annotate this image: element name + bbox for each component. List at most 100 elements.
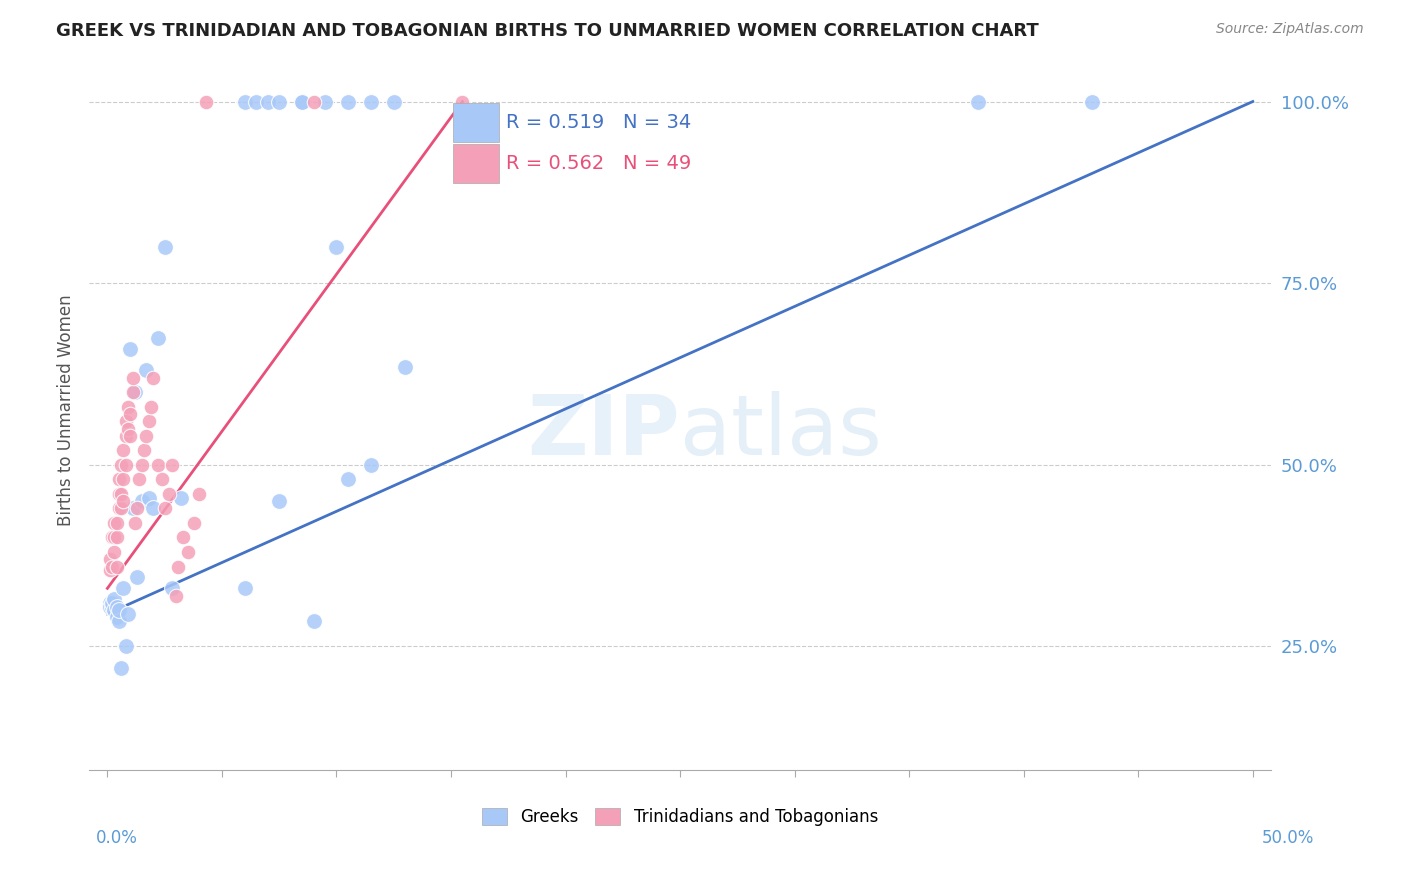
Point: [302, 614, 325, 628]
Point: [108, 487, 131, 501]
Text: Source: ZipAtlas.com: Source: ZipAtlas.com: [1216, 22, 1364, 37]
FancyBboxPatch shape: [453, 103, 499, 142]
Point: [105, 516, 128, 530]
Point: [105, 559, 128, 574]
Point: [132, 443, 155, 458]
Point: [451, 95, 474, 109]
Point: [131, 494, 153, 508]
Point: [160, 582, 183, 596]
Point: [105, 610, 128, 624]
Point: [291, 95, 314, 109]
Point: [153, 240, 176, 254]
Point: [360, 458, 382, 472]
Point: [135, 363, 157, 377]
Point: [114, 640, 136, 654]
Point: [112, 582, 135, 596]
Point: [142, 370, 165, 384]
Point: [110, 661, 132, 675]
Point: [183, 516, 205, 530]
Point: [120, 407, 142, 421]
Point: [112, 472, 135, 486]
Point: [101, 559, 124, 574]
Point: [153, 501, 176, 516]
Point: [131, 458, 153, 472]
Point: [101, 599, 124, 614]
FancyBboxPatch shape: [453, 145, 499, 183]
Point: [167, 559, 190, 574]
Text: ZIP: ZIP: [527, 392, 681, 473]
Legend: Greeks, Trinidadians and Tobagonians: Greeks, Trinidadians and Tobagonians: [482, 808, 879, 826]
Point: [110, 487, 132, 501]
Point: [103, 592, 125, 607]
Point: [139, 400, 162, 414]
Point: [160, 458, 183, 472]
Point: [314, 95, 336, 109]
Point: [112, 443, 135, 458]
Point: [117, 400, 139, 414]
Point: [245, 95, 267, 109]
Point: [120, 342, 142, 356]
Text: 0.0%: 0.0%: [96, 829, 138, 847]
Point: [233, 582, 256, 596]
Point: [114, 414, 136, 428]
Point: [128, 472, 150, 486]
Text: R = 0.519   N = 34: R = 0.519 N = 34: [506, 113, 692, 132]
Point: [108, 501, 131, 516]
Point: [103, 531, 125, 545]
Point: [121, 501, 143, 516]
Point: [291, 95, 314, 109]
Point: [269, 494, 291, 508]
Point: [103, 516, 125, 530]
Point: [146, 458, 169, 472]
Point: [103, 545, 125, 559]
Point: [150, 472, 173, 486]
Point: [98, 596, 121, 610]
Point: [188, 487, 211, 501]
Point: [98, 563, 121, 577]
Point: [336, 472, 359, 486]
Point: [360, 95, 382, 109]
Point: [98, 552, 121, 566]
Point: [114, 429, 136, 443]
Point: [302, 95, 325, 109]
Point: [124, 385, 146, 400]
Point: [194, 95, 217, 109]
Point: [967, 95, 990, 109]
Point: [336, 95, 359, 109]
Point: [108, 614, 131, 628]
Point: [142, 501, 165, 516]
Point: [170, 491, 193, 505]
Point: [117, 421, 139, 435]
Point: [157, 487, 180, 501]
Point: [127, 501, 149, 516]
Point: [103, 603, 125, 617]
Point: [110, 458, 132, 472]
Point: [233, 95, 256, 109]
Point: [114, 458, 136, 472]
Point: [121, 370, 143, 384]
Point: [117, 607, 139, 621]
Y-axis label: Births to Unmarried Women: Births to Unmarried Women: [58, 294, 75, 526]
Point: [120, 429, 142, 443]
Point: [138, 491, 160, 505]
Point: [124, 516, 146, 530]
Text: 50.0%: 50.0%: [1263, 829, 1315, 847]
Point: [172, 531, 194, 545]
Point: [382, 95, 405, 109]
Point: [256, 95, 278, 109]
Point: [101, 531, 124, 545]
Point: [110, 501, 132, 516]
Point: [108, 603, 131, 617]
Text: GREEK VS TRINIDADIAN AND TOBAGONIAN BIRTHS TO UNMARRIED WOMEN CORRELATION CHART: GREEK VS TRINIDADIAN AND TOBAGONIAN BIRT…: [56, 22, 1039, 40]
Point: [165, 589, 187, 603]
Point: [176, 545, 198, 559]
Point: [394, 359, 416, 374]
Point: [135, 429, 157, 443]
Point: [112, 494, 135, 508]
Point: [1081, 95, 1104, 109]
Text: R = 0.562   N = 49: R = 0.562 N = 49: [506, 154, 692, 173]
Point: [108, 472, 131, 486]
Point: [105, 599, 128, 614]
Point: [138, 414, 160, 428]
Point: [269, 95, 291, 109]
